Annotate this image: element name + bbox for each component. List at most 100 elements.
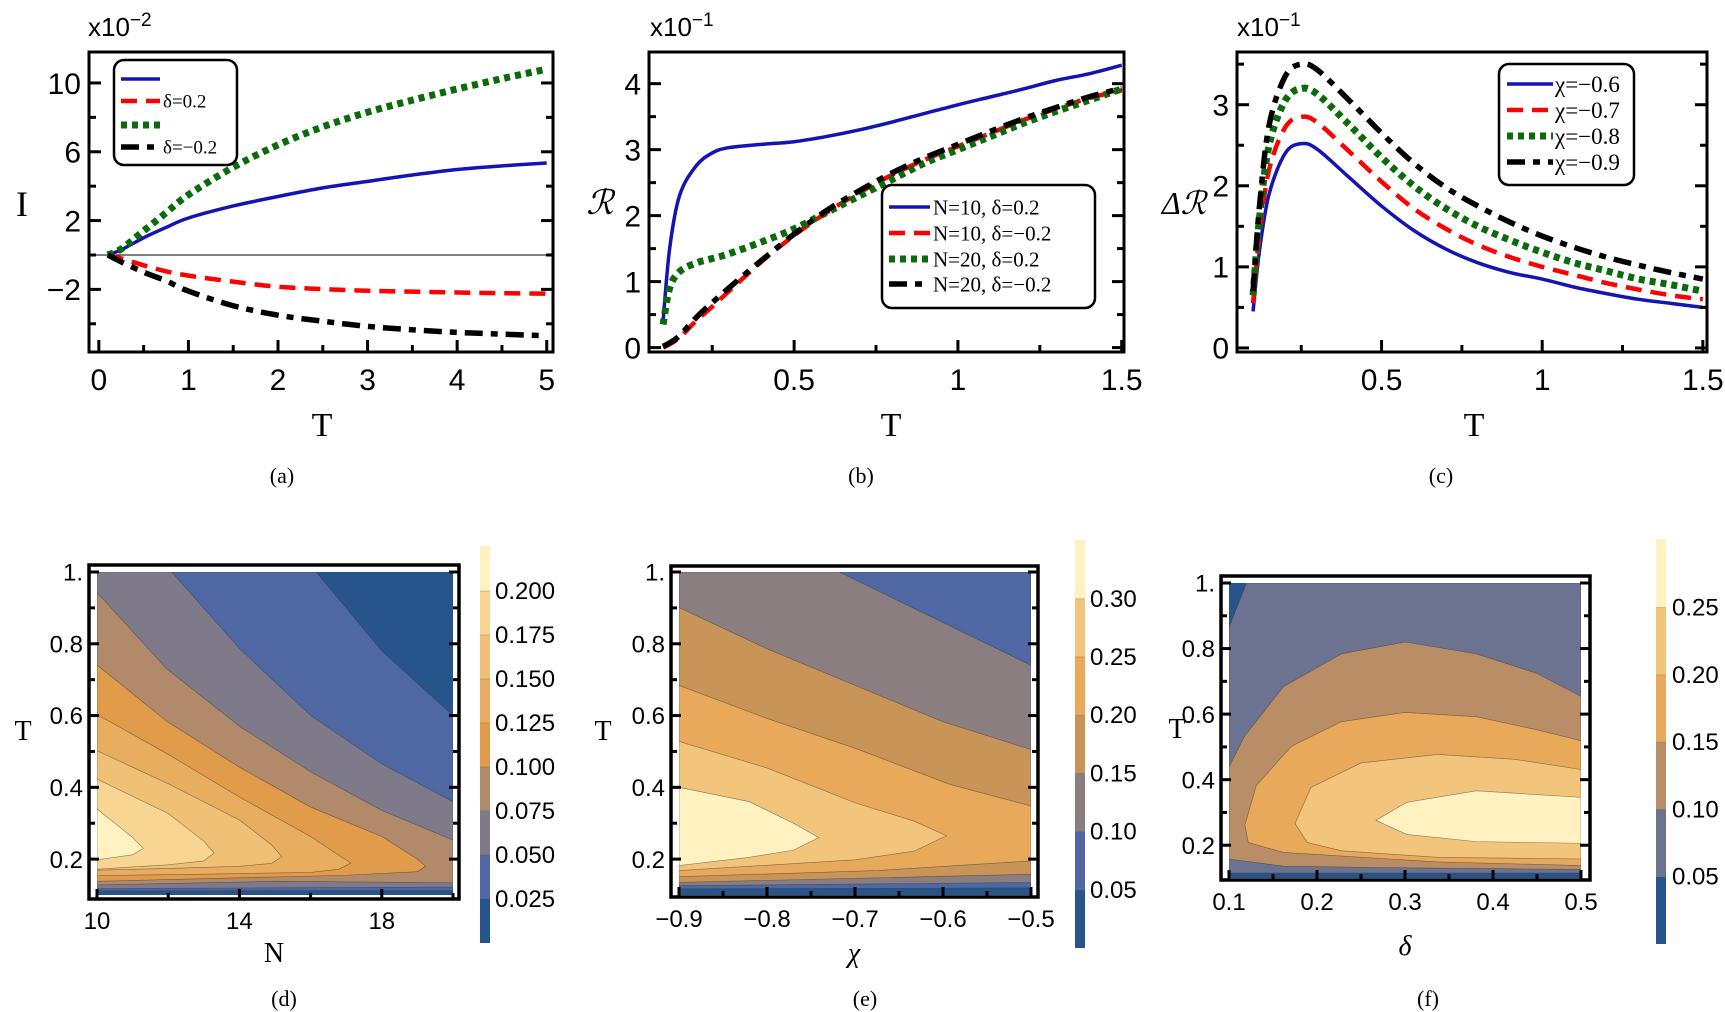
contour-region-level-0.2	[97, 808, 144, 861]
x-axis-label-c: T	[1464, 407, 1485, 444]
y-tick-label: 0.4	[632, 775, 665, 802]
panel-e: 0.05 0.10 0.15 0.20 0.25 0.30 0.2 0.4 0.6 0.8 1. −0…	[632, 540, 1137, 948]
x-tick-label: 4	[449, 364, 466, 397]
colorbar-band	[1656, 674, 1666, 743]
panel-label-b: (b)	[848, 463, 874, 488]
colorbar-tick-label: 0.050	[495, 842, 555, 869]
colorbar-tick-label: 0.125	[495, 710, 555, 737]
y-multiplier-c: x10−1	[1237, 10, 1301, 42]
y-tick-label: 0.6	[632, 703, 665, 730]
colorbar-band	[480, 723, 490, 768]
series-line-3	[106, 65, 548, 259]
y-tick-label: 1.	[1195, 571, 1215, 598]
legend-label-2: N=10, δ=−0.2	[933, 221, 1051, 245]
colorbar-band	[480, 855, 490, 900]
y-axis-label-b: ℛ	[586, 185, 616, 222]
y-axis-label-d: T	[14, 716, 31, 747]
series-line-2	[1250, 114, 1704, 304]
colorbar-band	[480, 635, 490, 680]
colorbar-tick-label: 0.30	[1090, 586, 1137, 613]
x-tick-label: 1.5	[1682, 364, 1724, 397]
colorbar-band	[1075, 889, 1085, 948]
legend: N=10, δ=0.2N=10, δ=−0.2N=20, δ=0.2N=20, …	[880, 183, 1097, 310]
x-tick-label: 2	[270, 364, 287, 397]
x-axis-label-b: T	[881, 407, 902, 444]
series-line-3	[1249, 84, 1704, 296]
colorbar-tick-label: 0.05	[1090, 877, 1137, 904]
colorbar-tick-label: 0.25	[1672, 595, 1719, 622]
panel-d: 0.025 0.050 0.075 0.100 0.125 0.150 0.175 0.200…	[50, 546, 555, 943]
x-axis-label-f: δ	[1398, 931, 1412, 962]
plot-frame	[87, 563, 461, 901]
colorbar-tick-label: 0.100	[495, 754, 555, 781]
x-tick-label: 0.2	[1300, 889, 1333, 916]
colorbar-band	[480, 679, 490, 724]
x-tick-label: 0.4	[1476, 889, 1509, 916]
y-tick-label: 10	[48, 68, 81, 101]
colorbar-tick-label: 0.20	[1672, 662, 1719, 689]
y-tick-label: 0.2	[632, 847, 665, 874]
plot-frame	[1235, 50, 1709, 354]
colorbar-tick-label: 0.10	[1672, 796, 1719, 823]
panel-label-f: (f)	[1417, 986, 1439, 1011]
y-tick-label: 0.2	[50, 847, 83, 874]
y-axis-label-f: T	[1168, 714, 1185, 745]
legend-label-1: N=10, δ=0.2	[933, 195, 1040, 219]
y-tick-label: −2	[47, 274, 81, 307]
series-line-3	[659, 85, 1123, 326]
panel-f: 0.05 0.10 0.15 0.20 0.25 0.2 0.4 0.6 0.8 1. 0.1 0.2…	[1182, 539, 1719, 944]
y-multiplier-b: x10−1	[650, 10, 714, 42]
contour-plot	[97, 572, 453, 895]
colorbar-band	[480, 546, 490, 592]
panel-label-e: (e)	[853, 986, 877, 1011]
legend-box	[880, 183, 1097, 310]
colorbar-band	[1075, 715, 1085, 774]
panel-c: 0 1 2 3 0.5 1 1.5 χ=−0.6χ=−0.7χ=−0.8χ=−0.9	[1212, 50, 1724, 397]
x-tick-label: 0.3	[1388, 889, 1421, 916]
colorbar-tick-label: 0.10	[1090, 819, 1137, 846]
x-tick-label: −0.5	[1007, 906, 1054, 933]
x-tick-label: 0.5	[1361, 364, 1403, 397]
x-tick-label: 0.5	[1564, 889, 1597, 916]
colorbar-band	[480, 811, 490, 856]
x-tick-label: 1.5	[1101, 364, 1143, 397]
panel-a: 10 6 2 −2 0 1 2 3 4 5 δ=0.2 δ=−0.2	[47, 50, 555, 397]
x-tick-label: 0	[91, 364, 108, 397]
y-tick-label: 1.	[645, 560, 665, 587]
colorbar-band	[480, 767, 490, 812]
panel-label-c: (c)	[1429, 463, 1453, 488]
colorbar-tick-label: 0.15	[1090, 760, 1137, 787]
colorbar-tick-label: 0.25	[1090, 644, 1137, 671]
legend-box	[112, 58, 239, 167]
colorbar-band	[1075, 773, 1085, 832]
series-line-1	[1251, 141, 1704, 312]
x-axis-label-a: T	[312, 407, 333, 444]
x-tick-label: 1	[180, 364, 197, 397]
y-tick-label: 0.4	[50, 775, 83, 802]
y-tick-label: 0.6	[1182, 702, 1215, 729]
x-tick-label: −0.7	[831, 906, 878, 933]
y-axis-label-e: T	[594, 716, 611, 747]
y-tick-label: 1	[624, 266, 641, 299]
x-tick-label: 1	[1534, 364, 1551, 397]
colorbar-band	[1075, 540, 1085, 599]
colorbar-tick-label: 0.15	[1672, 729, 1719, 756]
x-axis-label-e: χ	[845, 938, 861, 969]
colorbar-band	[1075, 831, 1085, 890]
x-tick-label: −0.8	[743, 906, 790, 933]
series-layer	[659, 63, 1123, 350]
plot-frame	[647, 50, 1126, 354]
colorbar-band	[480, 591, 490, 636]
y-axis-label-a: I	[16, 184, 28, 224]
contour-plot	[1229, 583, 1581, 878]
legend-label-4: N=20, δ=−0.2	[933, 272, 1051, 296]
colorbar-tick-label: 0.175	[495, 622, 555, 649]
contour-region-level-0.25	[1375, 790, 1581, 844]
colorbar-tick-label: 0.05	[1672, 864, 1719, 891]
colorbar-tick-label: 0.075	[495, 798, 555, 825]
y-tick-label: 6	[64, 137, 81, 170]
y-tick-label: 0	[624, 332, 641, 365]
contour-plot	[679, 572, 1031, 895]
